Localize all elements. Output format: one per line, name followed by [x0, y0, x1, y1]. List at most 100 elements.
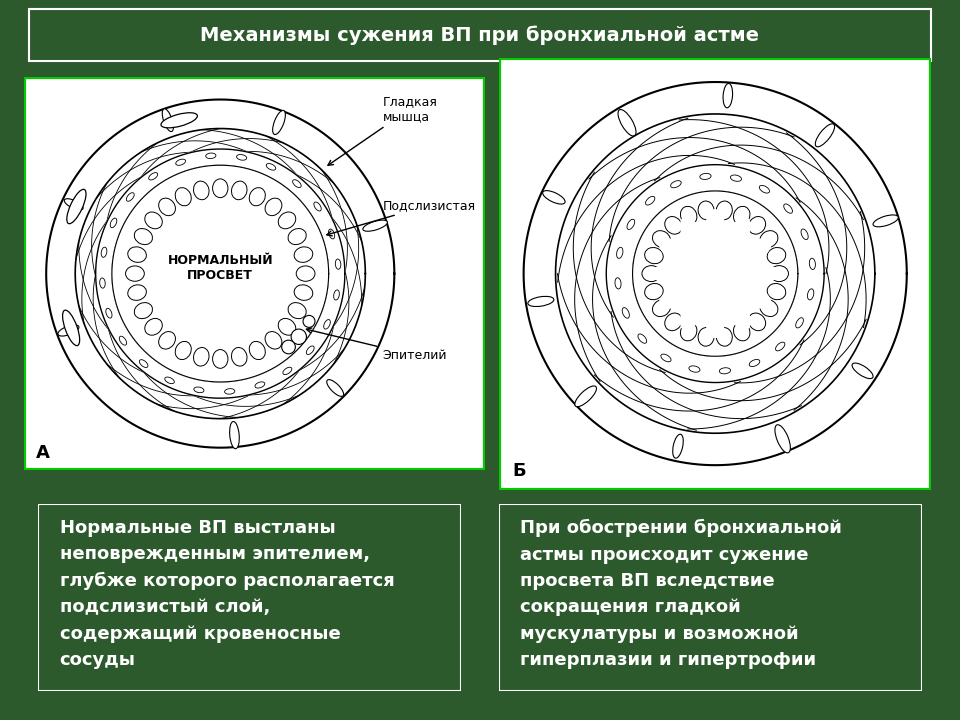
Ellipse shape — [291, 329, 306, 344]
Text: Гладкая
мышца: Гладкая мышца — [328, 95, 437, 166]
Text: Эпителий: Эпителий — [306, 328, 447, 362]
Polygon shape — [523, 82, 907, 465]
Ellipse shape — [759, 185, 770, 193]
Ellipse shape — [58, 325, 79, 336]
Ellipse shape — [618, 109, 636, 136]
Ellipse shape — [229, 421, 239, 449]
Ellipse shape — [334, 290, 339, 300]
Ellipse shape — [128, 285, 146, 300]
Ellipse shape — [297, 266, 315, 282]
Ellipse shape — [231, 181, 247, 199]
Ellipse shape — [809, 258, 815, 269]
Polygon shape — [96, 149, 345, 398]
Ellipse shape — [796, 318, 804, 328]
Ellipse shape — [134, 228, 153, 245]
Ellipse shape — [64, 199, 84, 210]
Ellipse shape — [273, 110, 285, 135]
Ellipse shape — [265, 331, 282, 349]
Ellipse shape — [283, 367, 292, 374]
Ellipse shape — [622, 307, 630, 318]
Ellipse shape — [719, 368, 731, 374]
Ellipse shape — [257, 194, 277, 220]
Ellipse shape — [265, 198, 282, 216]
Ellipse shape — [653, 230, 670, 248]
Ellipse shape — [575, 386, 596, 407]
Ellipse shape — [615, 278, 621, 289]
Ellipse shape — [236, 155, 247, 161]
Ellipse shape — [324, 320, 330, 329]
Ellipse shape — [767, 284, 786, 300]
Ellipse shape — [542, 191, 565, 204]
Ellipse shape — [145, 212, 162, 229]
Polygon shape — [607, 165, 824, 382]
Ellipse shape — [783, 204, 792, 213]
Ellipse shape — [770, 266, 788, 282]
Ellipse shape — [128, 247, 146, 262]
Text: Подслизистая: Подслизистая — [326, 199, 475, 236]
Ellipse shape — [807, 289, 814, 300]
Ellipse shape — [775, 425, 790, 453]
Ellipse shape — [119, 336, 127, 345]
Ellipse shape — [165, 377, 175, 384]
Ellipse shape — [776, 342, 785, 351]
Polygon shape — [112, 165, 328, 382]
Text: Б: Б — [513, 462, 526, 480]
Text: Механизмы сужения ВП при бронхиальной астме: Механизмы сужения ВП при бронхиальной ас… — [201, 25, 759, 45]
Ellipse shape — [314, 202, 322, 211]
Ellipse shape — [638, 334, 647, 343]
Ellipse shape — [716, 201, 732, 220]
Ellipse shape — [664, 313, 682, 330]
FancyBboxPatch shape — [24, 77, 485, 470]
Ellipse shape — [176, 188, 191, 206]
Ellipse shape — [161, 113, 198, 128]
Ellipse shape — [294, 247, 313, 262]
Ellipse shape — [644, 248, 663, 264]
FancyBboxPatch shape — [29, 9, 931, 61]
FancyBboxPatch shape — [38, 504, 461, 691]
Ellipse shape — [723, 84, 732, 108]
Ellipse shape — [278, 212, 296, 229]
Ellipse shape — [288, 228, 306, 245]
Ellipse shape — [194, 348, 209, 366]
Ellipse shape — [110, 218, 117, 228]
Ellipse shape — [106, 308, 112, 318]
Ellipse shape — [749, 359, 759, 366]
Ellipse shape — [139, 360, 148, 367]
Ellipse shape — [760, 300, 778, 317]
Ellipse shape — [306, 346, 314, 354]
Ellipse shape — [162, 109, 174, 132]
Ellipse shape — [225, 389, 235, 394]
Ellipse shape — [101, 247, 107, 257]
Ellipse shape — [671, 181, 682, 188]
Ellipse shape — [212, 179, 228, 198]
Ellipse shape — [616, 247, 623, 258]
Ellipse shape — [653, 300, 670, 317]
FancyBboxPatch shape — [499, 504, 922, 691]
Ellipse shape — [326, 379, 344, 397]
Ellipse shape — [194, 387, 204, 392]
Ellipse shape — [278, 318, 296, 336]
Ellipse shape — [67, 189, 86, 224]
Ellipse shape — [158, 331, 176, 349]
Ellipse shape — [303, 315, 315, 328]
Ellipse shape — [127, 193, 134, 202]
Ellipse shape — [733, 207, 750, 225]
Polygon shape — [633, 191, 798, 356]
Polygon shape — [137, 190, 304, 357]
Ellipse shape — [815, 124, 834, 147]
Ellipse shape — [293, 180, 301, 187]
Ellipse shape — [281, 340, 296, 354]
Ellipse shape — [363, 220, 388, 231]
Ellipse shape — [205, 153, 216, 158]
Ellipse shape — [767, 248, 786, 264]
Ellipse shape — [700, 174, 711, 179]
Ellipse shape — [645, 197, 655, 205]
Ellipse shape — [288, 302, 306, 319]
Ellipse shape — [158, 198, 176, 216]
Ellipse shape — [731, 175, 741, 181]
Ellipse shape — [62, 310, 80, 346]
Ellipse shape — [642, 266, 660, 282]
Polygon shape — [46, 99, 395, 448]
Ellipse shape — [627, 220, 635, 230]
Ellipse shape — [294, 285, 313, 300]
